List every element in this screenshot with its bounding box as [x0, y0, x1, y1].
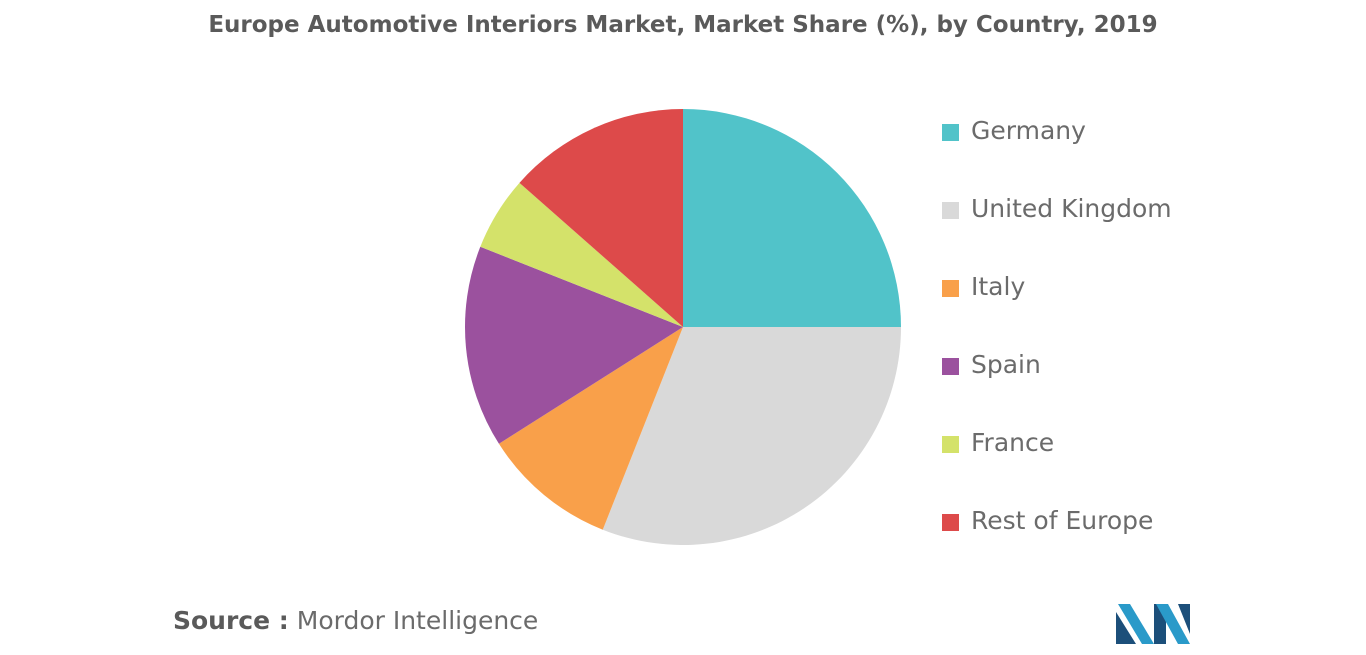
mordor-intelligence-logo-icon — [1116, 604, 1190, 644]
legend-item: Rest of Europe — [942, 502, 1342, 580]
legend-swatch — [942, 436, 959, 453]
source-text: Mordor Intelligence — [296, 606, 539, 635]
legend-label: United Kingdom — [971, 194, 1172, 223]
legend-item: Germany — [942, 112, 1342, 190]
pie-slice-rest-of-europe — [519, 109, 683, 327]
legend-swatch — [942, 280, 959, 297]
chart-title: Europe Automotive Interiors Market, Mark… — [208, 12, 1158, 38]
legend-label: Spain — [971, 350, 1041, 379]
pie-slice-united-kingdom — [602, 327, 901, 545]
legend-label: Germany — [971, 116, 1086, 145]
legend-swatch — [942, 514, 959, 531]
legend-swatch — [942, 124, 959, 141]
legend-label: France — [971, 428, 1055, 457]
pie-slice-france — [480, 182, 683, 327]
legend-item: Spain — [942, 346, 1342, 424]
legend-label: Rest of Europe — [971, 506, 1154, 535]
pie-slice-germany — [683, 109, 901, 327]
source-note: Source : Mordor Intelligence — [173, 606, 538, 635]
legend-swatch — [942, 202, 959, 219]
legend-swatch — [942, 358, 959, 375]
chart-legend: Germany United Kingdom Italy Spain France Res… — [942, 112, 1342, 580]
pie-slice-spain — [465, 246, 683, 444]
legend-item: Italy — [942, 268, 1342, 346]
legend-item: United Kingdom — [942, 190, 1342, 268]
source-label: Source : — [173, 606, 289, 635]
legend-item: France — [942, 424, 1342, 502]
legend-label: Italy — [971, 272, 1026, 301]
pie-slice-italy — [498, 327, 683, 530]
